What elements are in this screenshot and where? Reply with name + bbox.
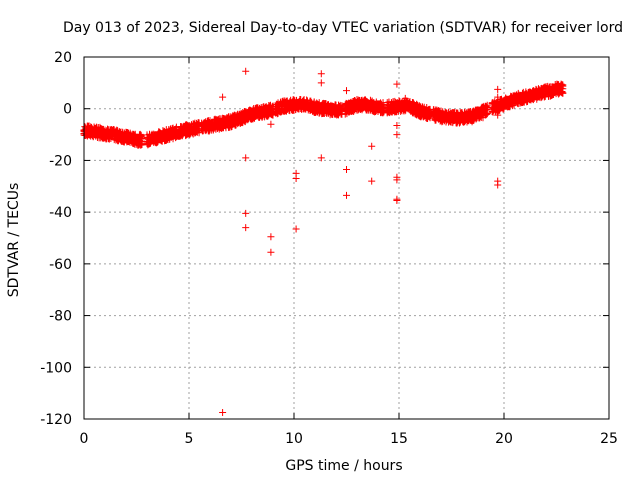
y-tick-label: 20 <box>54 50 72 66</box>
data-point <box>343 87 350 95</box>
data-point <box>317 79 325 87</box>
data-point <box>393 122 401 130</box>
y-tick-label: -120 <box>40 412 72 428</box>
y-tick-label: -20 <box>49 153 72 169</box>
data-point <box>393 197 401 205</box>
plot-frame <box>83 56 610 420</box>
data-point <box>242 209 250 217</box>
data-point <box>242 67 250 75</box>
x-tick-label: 0 <box>80 431 89 447</box>
x-tick-label: 5 <box>185 431 194 447</box>
data-point <box>558 81 566 89</box>
data-point <box>317 154 325 162</box>
data-point <box>267 233 275 241</box>
y-tick-label: -80 <box>49 309 72 325</box>
x-tick-label: 20 <box>495 431 513 447</box>
y-tick-label: -60 <box>49 257 72 273</box>
data-point <box>540 93 548 101</box>
data-point <box>242 154 250 162</box>
data-point <box>219 409 227 417</box>
data-points <box>80 67 567 417</box>
data-point <box>343 191 350 199</box>
data-point <box>137 131 145 139</box>
data-point <box>393 80 401 88</box>
data-point <box>138 137 146 145</box>
data-point <box>292 225 300 233</box>
data-point <box>107 134 115 142</box>
data-point <box>494 93 502 101</box>
y-tick-label: 0 <box>63 102 72 118</box>
chart-title: Day 013 of 2023, Sidereal Day-to-day VTE… <box>63 20 623 36</box>
x-tick-label: 25 <box>600 431 618 447</box>
y-axis-label: SDTVAR / TECUs <box>6 183 22 298</box>
axis-ticks: 0 5 10 15 20 25 -120 -100 -80 -60 -40 -20 0 20 <box>40 50 618 447</box>
grid <box>84 57 609 419</box>
data-point <box>393 131 401 139</box>
data-point <box>267 110 275 118</box>
data-point <box>479 114 487 122</box>
x-axis-label: GPS time / hours <box>285 458 402 474</box>
data-point <box>267 120 275 128</box>
y-tick-label: -100 <box>40 360 72 376</box>
y-tick-label: -40 <box>49 205 72 221</box>
data-point <box>368 177 376 185</box>
data-point <box>343 165 350 173</box>
data-point <box>380 103 388 111</box>
data-point <box>494 85 502 93</box>
data-point <box>368 142 376 150</box>
data-point <box>317 70 325 78</box>
data-point <box>494 111 502 119</box>
data-point <box>292 175 300 183</box>
data-point <box>559 85 567 93</box>
data-point <box>219 93 227 101</box>
x-tick-label: 10 <box>285 431 303 447</box>
data-point <box>401 100 409 108</box>
data-point <box>494 181 502 189</box>
x-tick-label: 15 <box>390 431 408 447</box>
data-point <box>393 176 401 184</box>
data-point <box>242 224 250 232</box>
data-point <box>483 109 491 117</box>
data-point <box>267 248 275 256</box>
